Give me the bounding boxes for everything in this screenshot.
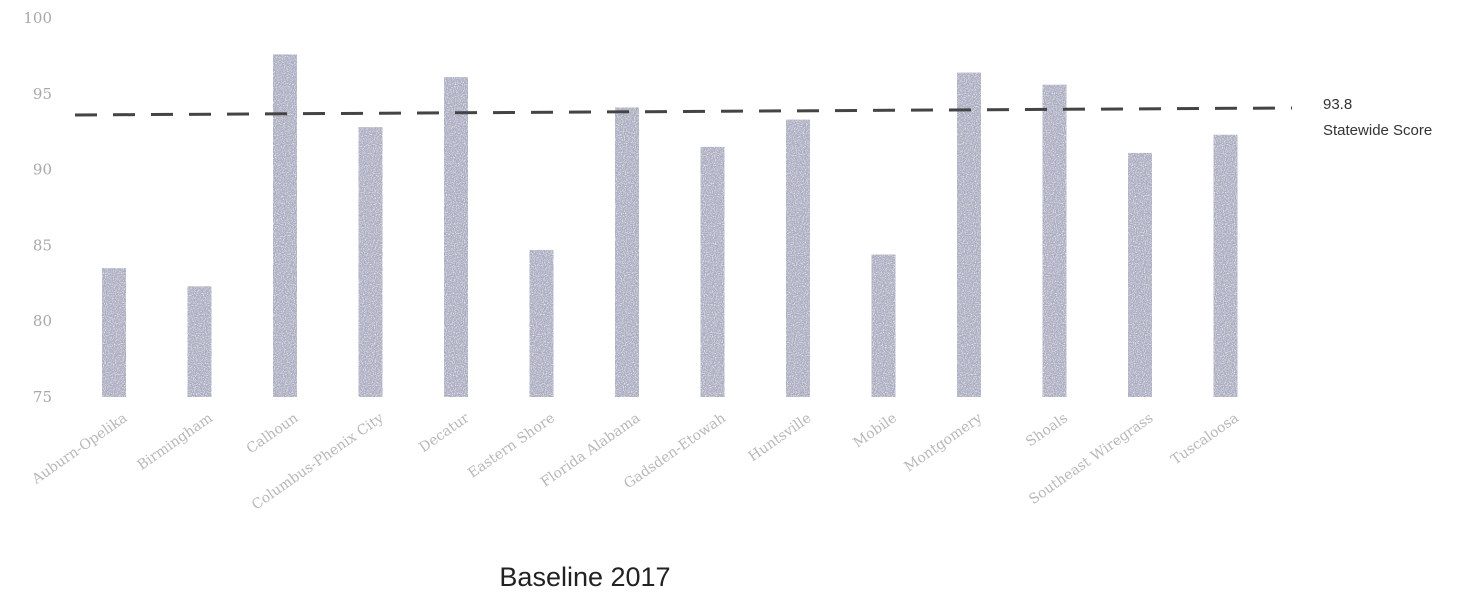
y-tick-label: 100	[23, 9, 52, 27]
bar-6	[615, 107, 639, 397]
bar-3	[358, 127, 383, 397]
bar-12	[1128, 152, 1152, 397]
x-category-label: Birmingham	[135, 410, 216, 473]
chart-title: Baseline 2017	[499, 562, 671, 592]
x-category-label: Calhoun	[244, 410, 302, 457]
bar-8	[786, 119, 810, 398]
x-category-label: Eastern Shore	[465, 410, 558, 482]
bar-4	[444, 77, 468, 398]
x-category-label: Decatur	[416, 410, 472, 456]
y-tick-label: 85	[33, 236, 52, 254]
bar-2	[273, 54, 297, 397]
bar-9	[871, 254, 896, 397]
x-category-label: Montgomery	[902, 410, 986, 475]
bar-1	[187, 286, 212, 397]
x-category-label: Tuscaloosa	[1168, 410, 1242, 468]
x-category-label: Mobile	[851, 410, 900, 451]
bar-11	[1042, 84, 1067, 397]
bar-5	[529, 249, 554, 397]
bars-group	[102, 54, 1238, 398]
statewide-reference-label: Statewide Score	[1323, 122, 1432, 139]
bar-10	[957, 72, 981, 398]
y-axis: 75 80 85 90 95 100	[23, 9, 52, 406]
y-tick-label: 95	[33, 85, 52, 103]
bar-0	[102, 268, 126, 397]
statewide-reference-line	[74, 106, 1293, 117]
statewide-reference: 93.8 Statewide Score	[74, 96, 1432, 139]
x-category-label: Auburn-Opelika	[29, 410, 131, 488]
x-category-label: Shoals	[1023, 410, 1071, 450]
x-axis: Auburn-Opelika Birmingham CalhounColumbus-…	[29, 410, 1242, 513]
y-tick-label: 75	[33, 388, 52, 406]
bar-13	[1213, 134, 1238, 397]
y-tick-label: 90	[33, 161, 52, 179]
x-category-label: Huntsville	[746, 410, 815, 465]
y-tick-label: 80	[33, 312, 52, 330]
bar-7	[700, 146, 725, 397]
statewide-reference-value: 93.8	[1323, 96, 1352, 113]
